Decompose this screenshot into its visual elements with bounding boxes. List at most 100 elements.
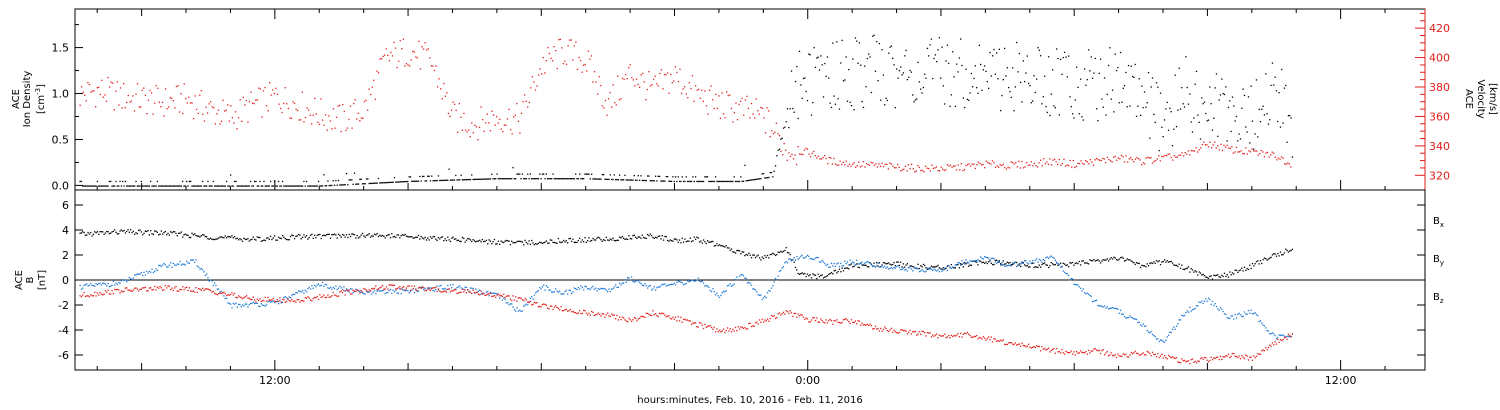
ion-density-point [144, 185, 147, 187]
ion-density-point [1008, 86, 1010, 89]
bx-point [648, 235, 650, 237]
velocity-point [210, 101, 212, 103]
time-tick-label: 12:00 [1325, 374, 1357, 387]
ion-density-point [585, 173, 587, 175]
bx-point [929, 267, 931, 269]
by-point [245, 303, 248, 305]
bx-point [616, 239, 618, 242]
bz-point [487, 293, 489, 295]
bz-point [800, 314, 802, 316]
bz-point [1221, 358, 1223, 360]
velocity-point [1015, 161, 1017, 164]
bz-point [196, 291, 198, 294]
ion-density-point [607, 178, 609, 181]
bz-point [1133, 352, 1135, 354]
by-point [1239, 314, 1242, 316]
by-point [325, 284, 328, 286]
bz-point [880, 327, 882, 330]
bz-point [557, 307, 560, 309]
bz-point [605, 314, 607, 316]
ion-density-point [1221, 78, 1223, 80]
by-point [489, 291, 492, 294]
bx-point [191, 232, 193, 234]
ion-density-point [1239, 138, 1242, 140]
bz-point [1037, 345, 1039, 348]
magnetic-field-tick-label: 0 [62, 274, 69, 287]
by-point [297, 290, 300, 292]
bz-point [339, 291, 341, 293]
bx-point [1079, 264, 1082, 266]
bx-point [304, 236, 306, 238]
bx-point [523, 244, 525, 246]
velocity-point [584, 63, 586, 66]
bx-point [580, 241, 582, 243]
by-point [781, 267, 783, 269]
bx-point [932, 266, 934, 268]
velocity-point [942, 168, 944, 170]
bz-point [1235, 355, 1238, 358]
velocity-point [315, 113, 317, 115]
velocity-point [527, 106, 529, 108]
bz-point [1173, 357, 1175, 359]
bx-point [505, 239, 508, 242]
by-point [1191, 309, 1194, 311]
velocity-point [651, 84, 653, 86]
bz-point [576, 313, 578, 315]
ion-density-point [1059, 58, 1062, 61]
bz-point [1230, 355, 1232, 358]
ion-density-point [968, 99, 970, 101]
bx-point [275, 239, 277, 241]
bz-point [974, 335, 977, 338]
by-point [607, 291, 609, 293]
velocity-point [449, 115, 451, 118]
bx-point [626, 238, 629, 241]
bx-point [480, 241, 482, 243]
bx-point [989, 259, 991, 261]
ion-density-point [1075, 66, 1078, 68]
ion-density-point [600, 178, 602, 180]
bx-point [545, 240, 548, 242]
velocity-point [362, 117, 364, 120]
bx-point [1006, 261, 1008, 263]
ion-density-point [620, 179, 622, 181]
ion-density-point [1226, 140, 1228, 142]
by-point [693, 280, 695, 282]
bz-point [620, 318, 622, 321]
ion-density-point [698, 180, 701, 183]
by-point [147, 272, 149, 274]
bx-point [417, 234, 420, 237]
bz-point [1061, 348, 1063, 351]
bx-point [1214, 275, 1216, 277]
bx-point [407, 235, 409, 238]
bx-point [360, 234, 362, 236]
ion-density-point [1167, 129, 1170, 131]
by-point [1214, 302, 1216, 305]
by-point [720, 294, 722, 297]
bx-point [174, 231, 176, 233]
bx-point [283, 236, 285, 239]
velocity-point [890, 163, 893, 165]
bx-point [1233, 273, 1235, 275]
velocity-point [354, 99, 356, 101]
bx-point [529, 243, 532, 245]
bz-point [1265, 347, 1267, 349]
ion-density-point [194, 185, 196, 187]
by-point [1020, 263, 1022, 265]
velocity-point [604, 99, 607, 102]
ion-density-point [499, 178, 501, 180]
velocity-point [213, 106, 215, 109]
bz-point [320, 296, 322, 299]
ion-density-point [477, 178, 480, 180]
bx-point [877, 265, 879, 267]
ion-density-point [349, 179, 352, 181]
bx-point [710, 241, 713, 243]
ion-density-point [969, 92, 971, 94]
bx-point [1033, 266, 1035, 269]
ion-density-point [952, 51, 954, 53]
velocity-point [1212, 144, 1214, 146]
velocity-point [702, 100, 705, 103]
bz-point [90, 294, 92, 296]
bz-point [932, 334, 934, 336]
by-point [479, 289, 481, 291]
bx-point [1106, 258, 1108, 260]
